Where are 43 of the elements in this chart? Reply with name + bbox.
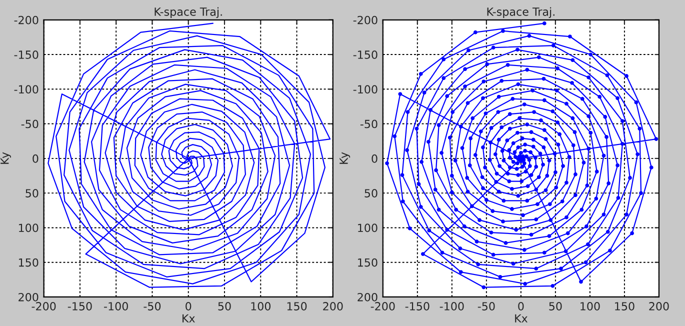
x-tick-label: -200 (370, 302, 395, 310)
x-tick-label: 150 (287, 302, 307, 310)
y-tick-label: -100 (14, 85, 38, 94)
y-axis-title: Ky (340, 152, 350, 164)
y-tick-label: 150 (358, 258, 378, 267)
x-tick-label: -100 (104, 302, 128, 310)
y-tick-label: -100 (353, 85, 378, 94)
y-tick-label: -200 (353, 16, 378, 24)
x-tick-label: -200 (32, 302, 56, 310)
x-tick-label: 0 (518, 302, 524, 310)
y-tick-label: -150 (14, 50, 38, 59)
x-tick-label: 0 (186, 302, 192, 310)
x-tick-label: 200 (323, 302, 343, 310)
y-tick-label: -150 (353, 50, 378, 59)
y-tick-label: 0 (32, 154, 38, 163)
x-tick-label: 100 (580, 302, 600, 310)
y-tick-label: 100 (358, 224, 378, 232)
x-tick-label: -150 (405, 302, 430, 310)
chart-title: K-space Traj. (487, 7, 554, 18)
y-tick-label: 150 (18, 258, 38, 267)
x-tick-label: -50 (144, 302, 161, 310)
x-tick-label: -150 (68, 302, 92, 310)
chart-title: K-space Traj. (154, 7, 222, 18)
x-axis-title: Kx (515, 314, 528, 322)
x-tick-label: 50 (549, 302, 562, 310)
x-tick-label: 150 (615, 302, 634, 310)
y-tick-label: -200 (14, 16, 38, 24)
x-tick-label: 200 (649, 302, 669, 310)
x-tick-label: -100 (440, 302, 464, 310)
y-axis-title: Ky (0, 152, 11, 164)
x-axis-title: Kx (182, 314, 195, 322)
y-tick-label: -50 (360, 120, 378, 128)
y-tick-label: 100 (18, 224, 38, 232)
y-tick-label: 200 (18, 292, 38, 302)
x-tick-label: 100 (251, 302, 271, 310)
y-tick-label: 50 (26, 189, 38, 198)
y-tick-label: 0 (372, 154, 378, 163)
y-tick-label: 200 (358, 292, 378, 302)
line-series (48, 22, 331, 288)
y-tick-label: -50 (21, 120, 38, 128)
x-tick-label: 50 (218, 302, 231, 310)
y-tick-label: 50 (364, 189, 378, 198)
x-tick-label: -50 (478, 302, 495, 310)
